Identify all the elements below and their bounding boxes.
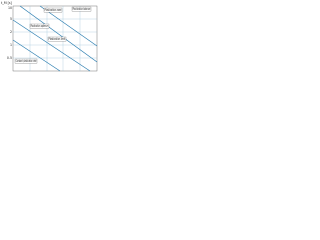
y-tick-label: 10 bbox=[8, 6, 12, 10]
diagonal-lines bbox=[12, 5, 98, 72]
label-text: Plastication optimum bbox=[31, 24, 49, 28]
label-box bbox=[29, 23, 50, 29]
label-text: Plastication balance bbox=[73, 7, 91, 11]
y-tick-label: 1 bbox=[10, 43, 12, 47]
label-box bbox=[14, 58, 38, 64]
y-tick-label: 2 bbox=[10, 30, 12, 34]
label-text: Plastication zone bbox=[45, 8, 62, 12]
diagram: t_M [s] 10 5 2 1 0.5 Plastication zone Plasti… bbox=[1, 1, 98, 72]
label-text: Plastication limit bbox=[49, 37, 66, 41]
y-tick-label: 5 bbox=[10, 17, 12, 21]
label-box bbox=[71, 6, 92, 12]
grid bbox=[13, 6, 97, 71]
label-box bbox=[47, 36, 67, 42]
y-tick-label: 0.5 bbox=[7, 56, 12, 60]
y-axis-label: t_M [s] bbox=[1, 1, 12, 5]
label-box bbox=[43, 7, 63, 13]
label-text: Constant plastication rate bbox=[16, 59, 37, 63]
